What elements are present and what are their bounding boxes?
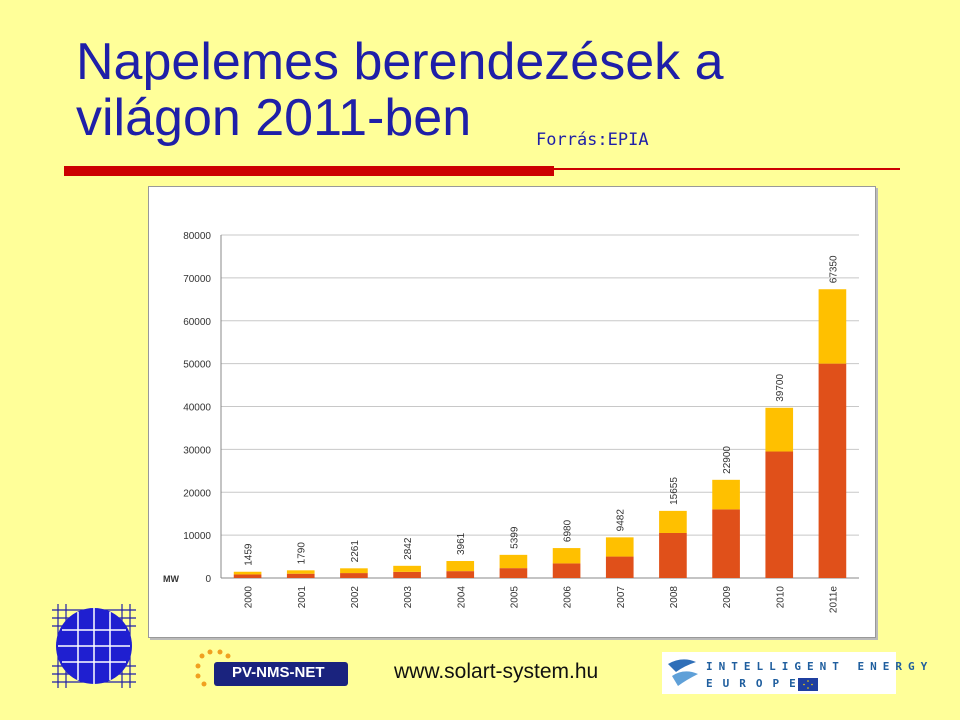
y-tick-label: 50000 [183, 360, 211, 371]
x-tick-label: 2010 [775, 586, 786, 609]
globe-logo-icon [52, 604, 136, 688]
bar-segment [712, 479, 740, 510]
bar-segment [233, 574, 262, 578]
data-label: 6980 [563, 519, 574, 542]
x-tick-label: 2004 [456, 586, 467, 609]
y-tick-label: 70000 [183, 274, 211, 285]
bar-segment [340, 573, 368, 578]
data-label: 3961 [456, 532, 467, 555]
title-line-2: világon 2011-ben [76, 89, 472, 147]
bar-segment [446, 561, 475, 572]
bar-segment [712, 509, 740, 578]
bar-segment [605, 537, 634, 557]
y-tick-label: 40000 [183, 403, 211, 414]
y-tick-label: 60000 [183, 317, 211, 328]
bar-segment [765, 451, 794, 578]
bar-segment [393, 565, 421, 572]
bar-segment [233, 571, 262, 575]
x-tick-label: 2009 [722, 586, 733, 609]
source-label: Forrás:EPIA [536, 130, 649, 150]
data-label: 5399 [509, 526, 520, 549]
iee-logo-line2: EUROPE [706, 677, 806, 690]
data-label: 39700 [775, 374, 786, 402]
data-label: 22900 [722, 446, 733, 474]
footer-url: www.solart-system.hu [394, 660, 599, 683]
x-tick-label: 2003 [403, 586, 414, 609]
y-tick-label: 10000 [183, 531, 211, 542]
intelligent-energy-europe-logo-icon [662, 652, 896, 694]
pv-nms-net-logo-icon [195, 649, 348, 687]
bar-segment [393, 571, 421, 578]
bar-segment [499, 554, 528, 569]
data-label: 1459 [244, 543, 255, 566]
x-tick-label: 2006 [563, 586, 574, 609]
y-tick-label: 80000 [183, 231, 211, 242]
data-label: 9482 [616, 509, 627, 532]
bar-segment [659, 510, 687, 533]
data-label: 1790 [297, 542, 308, 565]
y-tick-label: 20000 [183, 488, 211, 499]
title-rule-thin [554, 168, 900, 170]
installed-capacity-chart: 0 10000 20000 30000 40000 50000 60000 70000 8000… [163, 231, 859, 614]
data-label: 67350 [828, 255, 839, 283]
bar-segment [818, 289, 847, 364]
x-tick-label: 2011e [828, 586, 839, 614]
iee-logo-line1: INTELLIGENT ENERGY [706, 660, 934, 673]
title-rule-thick [64, 166, 554, 176]
bar-segment [446, 571, 475, 578]
bar-segment [286, 573, 315, 578]
bar-segment [605, 556, 634, 578]
x-tick-label: 2001 [297, 586, 308, 609]
unit-label: MW [163, 574, 179, 584]
data-label: 2261 [350, 540, 361, 563]
x-tick-label: 2005 [509, 586, 520, 609]
bar-segment [499, 568, 528, 578]
slide-title: Napelemes berendezések a világon 2011-be… [76, 34, 724, 146]
data-label: 2842 [403, 537, 414, 560]
bar-segment [286, 570, 315, 574]
bar-segment [340, 568, 368, 574]
y-tick-label: 30000 [183, 445, 211, 456]
title-line-1: Napelemes berendezések a [76, 33, 724, 91]
x-tick-label: 2002 [350, 586, 361, 609]
x-tick-label: 2000 [244, 586, 255, 609]
bar-segment [765, 407, 794, 452]
y-tick-label: 0 [205, 574, 211, 585]
bar-segment [818, 363, 847, 578]
x-tick-label: 2007 [616, 586, 627, 609]
pv-logo-text: PV-NMS-NET [232, 664, 325, 681]
x-tick-label: 2008 [669, 586, 680, 609]
bar-segment [552, 563, 581, 578]
chart-frame: 0 10000 20000 30000 40000 50000 60000 70000 8000… [148, 186, 876, 638]
bar-segment [552, 548, 581, 564]
bar-segment [659, 532, 687, 578]
data-label: 15655 [669, 477, 680, 505]
